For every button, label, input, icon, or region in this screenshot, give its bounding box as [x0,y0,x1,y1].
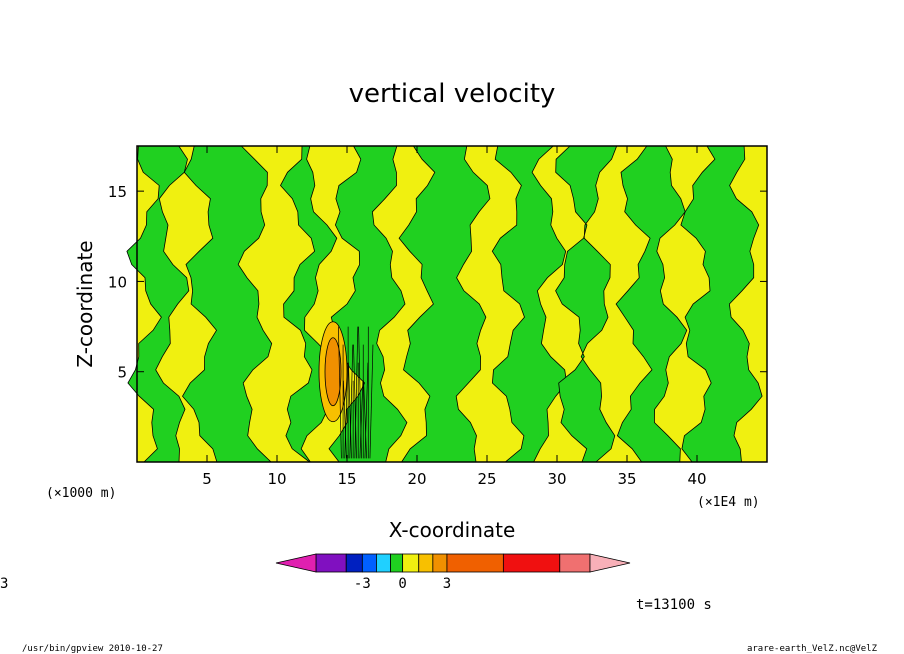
y-axis-ticks: 5 10 15 [108,183,767,382]
dense-contour-line [353,344,357,459]
footer-left: /usr/bin/gpview 2010-10-27 [22,644,163,654]
updraft-contour-inner [324,337,342,407]
x-tick-label: 40 [687,470,706,488]
y-tick-label: 5 [117,364,127,382]
colorbar-tick-label: 3 [443,576,451,592]
plot-frame [136,145,768,463]
colorbar-tick-label: 13 [0,576,8,592]
updraft-core [318,321,374,459]
colorbar-swatch [502,553,561,573]
colorbar-swatch [390,553,404,573]
plot-area: 5 10 15 20 25 30 35 40 5 10 15 [108,145,768,488]
footer-right: arare-earth_VelZ.nc@VelZ [747,644,878,654]
colorbar-swatch [559,553,591,573]
x-tick-label: 35 [617,470,636,488]
x-tick-label: 15 [337,470,356,488]
time-label: t=13100 s [636,597,712,613]
colorbar-swatch [315,553,347,573]
colorbar-max-arrow [589,553,631,573]
colorbar-tick-label: -3 [354,576,371,592]
colorbar-min-arrow [275,553,317,573]
x-tick-label: 10 [267,470,286,488]
x-axis-label: X-coordinate [389,518,516,542]
dense-contour-line [338,326,342,459]
dense-contour-line [369,344,374,459]
dense-contour-line [343,380,347,459]
dense-contour-line [348,362,352,459]
chart-title: vertical velocity [349,79,556,109]
dense-contour-line [358,326,362,459]
colorbar-swatch [402,553,420,573]
x-tick-label: 30 [547,470,566,488]
x-tick-label: 25 [477,470,496,488]
colorbar-swatch [376,553,391,573]
colorbar-swatch [432,553,448,573]
x-tick-label: 5 [202,470,212,488]
x-unit-right: (×1E4 m) [697,495,760,510]
dense-contour-line [344,362,349,459]
y-axis-label: Z-coordinate [73,240,97,367]
dense-contour-line [359,380,364,459]
x-tick-label: 20 [407,470,426,488]
colorbar-tick-label: 0 [398,576,406,592]
dense-contour-line [364,362,369,459]
colorbar-swatch [446,553,504,573]
x-unit-left: (×1000 m) [46,486,116,501]
colorbar: -3 0 3 13 [0,553,631,592]
dense-contour-line [349,344,354,459]
colorbar-swatch [361,553,377,573]
y-tick-label: 10 [108,273,127,291]
colorbar-swatch [345,553,363,573]
y-tick-label: 15 [108,183,127,201]
colorbar-swatch [418,553,434,573]
dense-contour-line [354,326,359,459]
dense-contour-line [363,380,367,459]
x-axis-ticks: 5 10 15 20 25 30 35 40 [202,146,707,488]
